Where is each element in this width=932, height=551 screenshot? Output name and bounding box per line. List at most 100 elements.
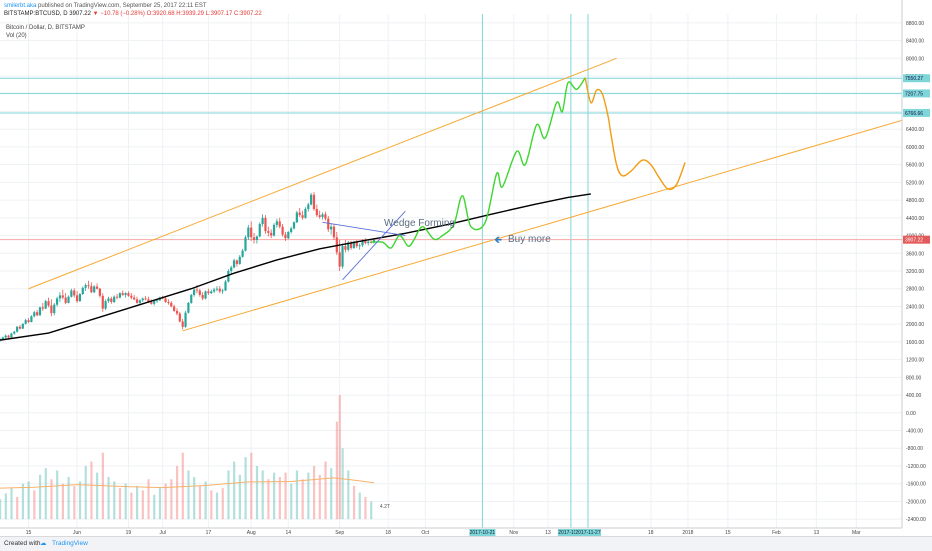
series-title[interactable]: Bitcoin / Dollar, D, BITSTAMP <box>6 25 85 31</box>
candle-body <box>10 333 13 338</box>
price-tick-label: 8000.00 <box>906 56 924 62</box>
candle-body <box>127 293 130 296</box>
candle-body <box>247 227 250 238</box>
time-axis[interactable]: 15 Jun 19 Jul 17 Aug 14 Sep 18 Oct Nov 13 18 2018 15 Fe… <box>0 527 932 536</box>
candle-body <box>44 301 47 309</box>
candle-body <box>315 208 318 216</box>
moving-average <box>0 193 591 341</box>
volume-pane: 4.2T <box>0 395 390 520</box>
candle-body <box>21 323 24 329</box>
buy-more-label: Buy more <box>508 234 551 245</box>
volume-bar <box>38 474 42 520</box>
volume-bar <box>56 470 59 520</box>
volume-bar <box>352 485 356 520</box>
volume-bar <box>124 483 127 520</box>
volume-bar <box>221 488 224 520</box>
candle-body <box>292 222 296 229</box>
candle-body <box>270 232 273 236</box>
candle-body <box>355 241 358 247</box>
volume-bar <box>267 479 270 520</box>
candle-body <box>67 296 70 303</box>
candle-body <box>155 300 159 302</box>
volume-bar <box>113 481 116 520</box>
volume-bar <box>364 496 367 520</box>
volume-bar <box>318 474 321 520</box>
volume-bar <box>153 494 156 520</box>
volume-bar <box>33 490 36 520</box>
volume-title[interactable]: Vol (20) <box>6 33 27 39</box>
volume-bar <box>107 477 110 520</box>
projection-up-line <box>371 77 586 249</box>
candle-body <box>358 245 361 247</box>
price-tick-label: 2400.00 <box>906 304 924 310</box>
chart-grid <box>0 14 902 528</box>
candle-body <box>70 290 73 297</box>
time-tick-label: 15 <box>725 530 731 536</box>
change-arrow-icon: ▼ <box>92 11 99 17</box>
candle-body <box>138 300 141 303</box>
candle-body <box>193 289 196 295</box>
volume-indicator-label: 4.2T <box>380 504 390 510</box>
price-tick-label: -1600.00 <box>906 482 926 488</box>
volume-bar <box>10 488 13 520</box>
price-tick-label: 1200.00 <box>906 358 924 364</box>
volume-bar <box>324 461 327 520</box>
candle-body <box>252 237 256 240</box>
chart-header: smilerbt.aka published on TradingView.co… <box>4 2 262 18</box>
candle-body <box>201 294 204 299</box>
price-tick-label: 800.00 <box>906 375 922 381</box>
volume-bar <box>330 468 333 520</box>
price-tick-label: 6400.00 <box>906 127 924 133</box>
candle-body <box>175 310 179 314</box>
candle-body <box>230 267 233 271</box>
price-tick-label: -1200.00 <box>906 464 926 470</box>
projection-path[interactable] <box>371 77 686 249</box>
tradingview-brand[interactable]: TradingView <box>52 540 88 547</box>
volume-bar <box>312 465 316 520</box>
volume-bar <box>193 477 196 520</box>
candle-body <box>104 301 107 309</box>
price-axis-bg <box>902 0 932 536</box>
volume-bar <box>136 485 139 520</box>
candle-body <box>107 298 110 302</box>
candle-body <box>307 204 310 209</box>
price-label-box <box>903 74 930 83</box>
created-with-text: Created with <box>4 540 41 547</box>
volume-bar <box>73 485 76 520</box>
candle-body <box>7 335 10 338</box>
date-label-box <box>575 529 602 536</box>
channel-lines[interactable] <box>28 57 903 332</box>
price-label-box <box>903 235 930 244</box>
price-tick-label: 8400.00 <box>906 39 924 45</box>
candle-body <box>73 290 76 296</box>
candle-body <box>344 246 347 250</box>
date-label: 2017-11-21 <box>558 530 583 536</box>
candle-body <box>261 217 264 225</box>
candle-body <box>64 297 67 303</box>
price-tick-label: 1600.00 <box>906 340 924 346</box>
date-label-box <box>557 529 584 536</box>
candle-body <box>178 313 181 322</box>
author-link[interactable]: smilerbt.aka <box>4 3 37 9</box>
candle-body <box>310 194 313 205</box>
candle-body <box>278 221 281 227</box>
candle-body <box>55 298 59 305</box>
price-tick-label: -2000.00 <box>906 499 926 505</box>
candle-body <box>50 305 53 314</box>
ohlc-values: O:3920.68 H:3939.29 L:3907.17 C:3907.22 <box>146 11 262 17</box>
volume-bar <box>0 499 2 520</box>
candle-body <box>227 271 230 282</box>
volume-bar <box>61 483 64 520</box>
channel-lower-line <box>182 119 903 332</box>
price-axis[interactable]: 8800.008400.008000.007600.007200.006800.… <box>901 0 932 536</box>
volume-bar <box>4 493 7 520</box>
tradingview-cloud-icon[interactable]: ☁ <box>40 540 47 547</box>
symbol[interactable]: BITSTAMP:BTCUSD, D <box>4 11 68 17</box>
candle-body <box>324 214 327 219</box>
candle-body <box>13 331 16 334</box>
candle-body <box>224 281 227 291</box>
published-text: published on TradingView.com, September … <box>38 3 207 9</box>
price-label: 6766.66 <box>905 111 923 117</box>
wedge-lines[interactable] <box>322 210 406 281</box>
